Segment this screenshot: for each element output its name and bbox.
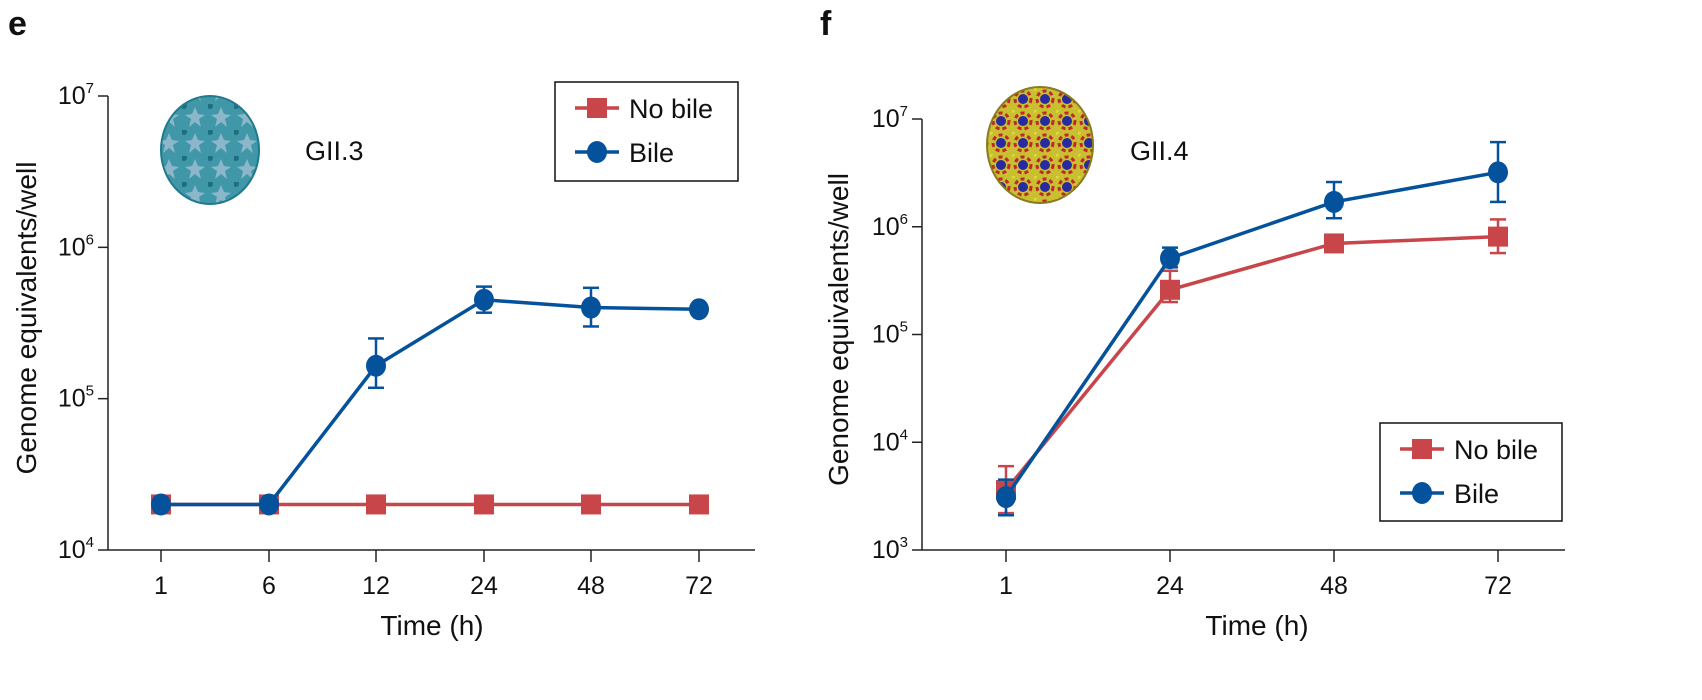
x-tick-label: 24 <box>470 572 498 600</box>
panel-label: f <box>820 5 832 43</box>
data-point-circle <box>1324 190 1344 213</box>
x-tick-label: 72 <box>685 572 713 600</box>
data-point-square <box>1488 226 1508 247</box>
y-tick-base: 10 <box>872 105 900 133</box>
data-point-circle <box>366 354 386 377</box>
data-point-square <box>581 494 601 515</box>
y-tick-exponent: 5 <box>900 319 908 336</box>
series-line <box>1004 170 1499 499</box>
legend-label: No bile <box>1454 435 1538 465</box>
y-tick-label: 105 <box>58 383 94 413</box>
data-point-square <box>689 494 709 515</box>
data-point-circle <box>259 493 279 516</box>
x-tick-label: 72 <box>1484 572 1512 600</box>
x-axis-title: Time (h) <box>380 610 483 641</box>
legend-box <box>554 81 739 182</box>
data-point-circle <box>151 493 171 516</box>
y-tick-base: 10 <box>58 233 86 261</box>
x-tick-label: 48 <box>577 572 605 600</box>
y-tick-exponent: 4 <box>900 426 908 443</box>
data-point-circle <box>474 288 494 311</box>
y-tick-exponent: 7 <box>86 80 94 97</box>
y-tick-label: 103 <box>872 534 908 564</box>
y-tick-exponent: 5 <box>86 383 94 400</box>
data-point-circle <box>1488 161 1508 184</box>
y-tick-base: 10 <box>58 536 86 564</box>
legend: No bile Bile <box>554 81 739 182</box>
y-tick-exponent: 6 <box>900 211 908 228</box>
y-tick-label: 107 <box>872 103 908 133</box>
y-tick-label: 104 <box>58 534 94 564</box>
series-line <box>161 298 700 507</box>
y-tick-exponent: 6 <box>86 231 94 248</box>
x-tick-label: 1 <box>154 572 168 600</box>
data-point-circle <box>1160 247 1180 270</box>
strain-annotation: GII.4 <box>1130 136 1189 166</box>
data-point-circle <box>689 298 709 321</box>
legend-square-marker <box>1412 439 1432 459</box>
x-tick-label: 1 <box>999 572 1013 600</box>
data-point-square <box>1160 279 1180 300</box>
legend: No bile Bile <box>1379 422 1563 522</box>
y-tick-label: 106 <box>58 231 94 261</box>
y-tick-base: 10 <box>872 536 900 564</box>
x-axis-title: Time (h) <box>1205 610 1308 641</box>
y-tick-base: 10 <box>872 321 900 349</box>
y-tick-exponent: 3 <box>900 534 908 551</box>
y-tick-label: 104 <box>872 426 908 456</box>
data-point-circle <box>996 486 1016 509</box>
series-bile <box>996 140 1508 517</box>
y-tick-base: 10 <box>872 213 900 241</box>
gii3-virus-particle-icon <box>160 95 260 205</box>
legend-circle-marker <box>587 141 607 163</box>
y-tick-label: 105 <box>872 319 908 349</box>
y-tick-exponent: 4 <box>86 534 94 551</box>
data-point-square <box>1324 233 1344 254</box>
y-tick-label: 107 <box>58 80 94 110</box>
y-tick-base: 10 <box>58 385 86 413</box>
x-tick-label: 12 <box>362 572 390 600</box>
legend-label: Bile <box>1454 479 1499 509</box>
x-tick-label: 48 <box>1320 572 1348 600</box>
gii4-virus-particle-icon <box>986 86 1094 204</box>
legend-label: Bile <box>629 138 674 168</box>
series-line <box>1004 234 1499 492</box>
y-axis-title: Genome equivalents/well <box>11 162 42 475</box>
y-tick-label: 106 <box>872 211 908 241</box>
y-axis-title: Genome equivalents/well <box>823 173 854 486</box>
x-tick-label: 6 <box>262 572 276 600</box>
legend-box <box>1379 422 1563 522</box>
legend-square-marker <box>587 98 607 118</box>
data-point-circle <box>581 296 601 319</box>
series-no-bile <box>996 218 1508 515</box>
data-point-square <box>474 494 494 515</box>
panel-label: e <box>8 5 27 43</box>
strain-annotation: GII.3 <box>305 136 364 166</box>
y-tick-base: 10 <box>58 82 86 110</box>
legend-circle-marker <box>1412 482 1432 504</box>
x-tick-label: 24 <box>1156 572 1184 600</box>
y-tick-base: 10 <box>872 428 900 456</box>
y-tick-exponent: 7 <box>900 103 908 120</box>
legend-label: No bile <box>629 94 713 124</box>
data-point-square <box>366 494 386 515</box>
series-bile <box>151 285 709 516</box>
